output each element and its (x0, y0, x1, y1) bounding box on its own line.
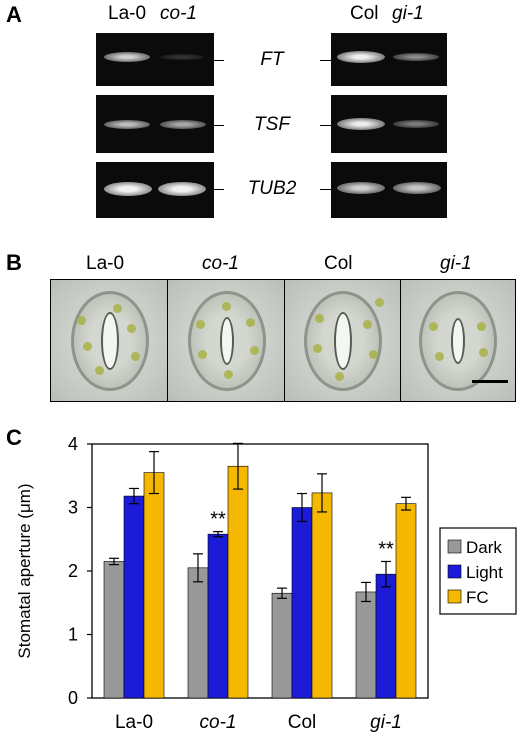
x-tick-label: La-0 (115, 712, 153, 733)
micrograph-label-gi1: gi-1 (440, 253, 472, 274)
gene-label-tsf: TSF (254, 114, 290, 135)
micrograph-label-la0: La-0 (86, 253, 125, 274)
y-tick-label: 4 (68, 436, 78, 454)
bar-fc (227, 465, 249, 699)
y-tick-label: 0 (68, 688, 78, 708)
micrograph-co1 (167, 279, 286, 402)
x-tick-label: co-1 (200, 712, 237, 733)
y-tick-label: 3 (68, 498, 78, 518)
micrograph-col (284, 279, 402, 402)
lane-label-gi1: gi-1 (392, 3, 424, 24)
gene-label-ft: FT (260, 49, 284, 70)
gel-tub2-right (331, 162, 447, 218)
y-tick-label: 2 (68, 561, 78, 581)
bar-light (207, 533, 229, 699)
gel-tsf-right (331, 95, 447, 153)
gene-label-tub2: TUB2 (247, 178, 297, 199)
bar-fc (395, 503, 417, 699)
micrograph-gi1 (400, 279, 516, 402)
gel-tick (214, 60, 224, 61)
micrograph-label-co1: co-1 (202, 253, 239, 274)
significance-annotation: ** (210, 509, 226, 531)
bar-dark (187, 567, 209, 699)
legend-label-dark: Dark (466, 538, 502, 557)
legend-swatch-fc (447, 589, 462, 604)
gel-tsf-left (96, 95, 214, 153)
lane-label-co1: co-1 (160, 3, 197, 24)
bar-fc (311, 492, 333, 699)
lane-label-la0: La-0 (108, 3, 147, 24)
micrograph-la0 (50, 279, 169, 402)
panel-c-label: C (6, 425, 22, 450)
bar-dark (271, 592, 293, 699)
panel-b-label: B (6, 250, 22, 275)
x-tick-label: gi-1 (370, 712, 402, 733)
bar-dark (355, 591, 377, 699)
gel-ft-right (331, 33, 447, 86)
gel-tick (214, 125, 224, 126)
gel-tick (214, 189, 224, 190)
gel-tub2-left (96, 162, 214, 218)
legend-swatch-light (447, 564, 462, 579)
gel-tick (320, 125, 331, 126)
panel-a-label: A (6, 2, 22, 27)
legend-label-light: Light (466, 563, 503, 582)
gel-tick (320, 60, 331, 61)
y-axis-label: Stomatal aperture (μm) (15, 483, 34, 658)
significance-annotation: ** (378, 538, 394, 560)
legend-label-fc: FC (466, 588, 489, 607)
x-tick-label: Col (288, 712, 317, 733)
lane-label-col: Col (350, 3, 379, 24)
bar-fc (143, 472, 165, 699)
y-tick-label: 1 (68, 625, 78, 645)
bar-light (123, 495, 145, 699)
micrograph-label-col: Col (324, 253, 353, 274)
scale-bar (472, 380, 508, 383)
bar-light (291, 507, 313, 699)
bar-dark (103, 561, 125, 699)
bar-light (375, 573, 397, 699)
legend-swatch-dark (447, 539, 462, 554)
stomatal-aperture-chart: 0 1 2 3 4 Stomatal aperture (μm) La-0 co-1 Col gi… (15, 436, 517, 733)
gel-tick (320, 189, 331, 190)
gel-ft-left (96, 33, 214, 86)
